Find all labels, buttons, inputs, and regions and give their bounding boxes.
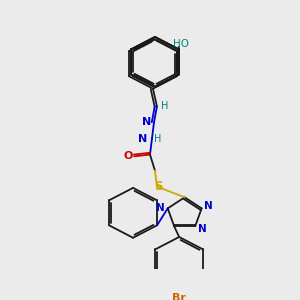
Text: H: H <box>154 134 162 143</box>
Text: Br: Br <box>172 292 186 300</box>
Text: N: N <box>204 201 213 211</box>
Text: N: N <box>156 203 165 213</box>
Text: N: N <box>138 134 148 143</box>
Text: S: S <box>154 180 162 193</box>
Text: HO: HO <box>173 39 189 49</box>
Text: N: N <box>198 224 206 234</box>
Text: O: O <box>124 151 133 161</box>
Text: N: N <box>142 118 152 128</box>
Text: H: H <box>161 101 169 112</box>
